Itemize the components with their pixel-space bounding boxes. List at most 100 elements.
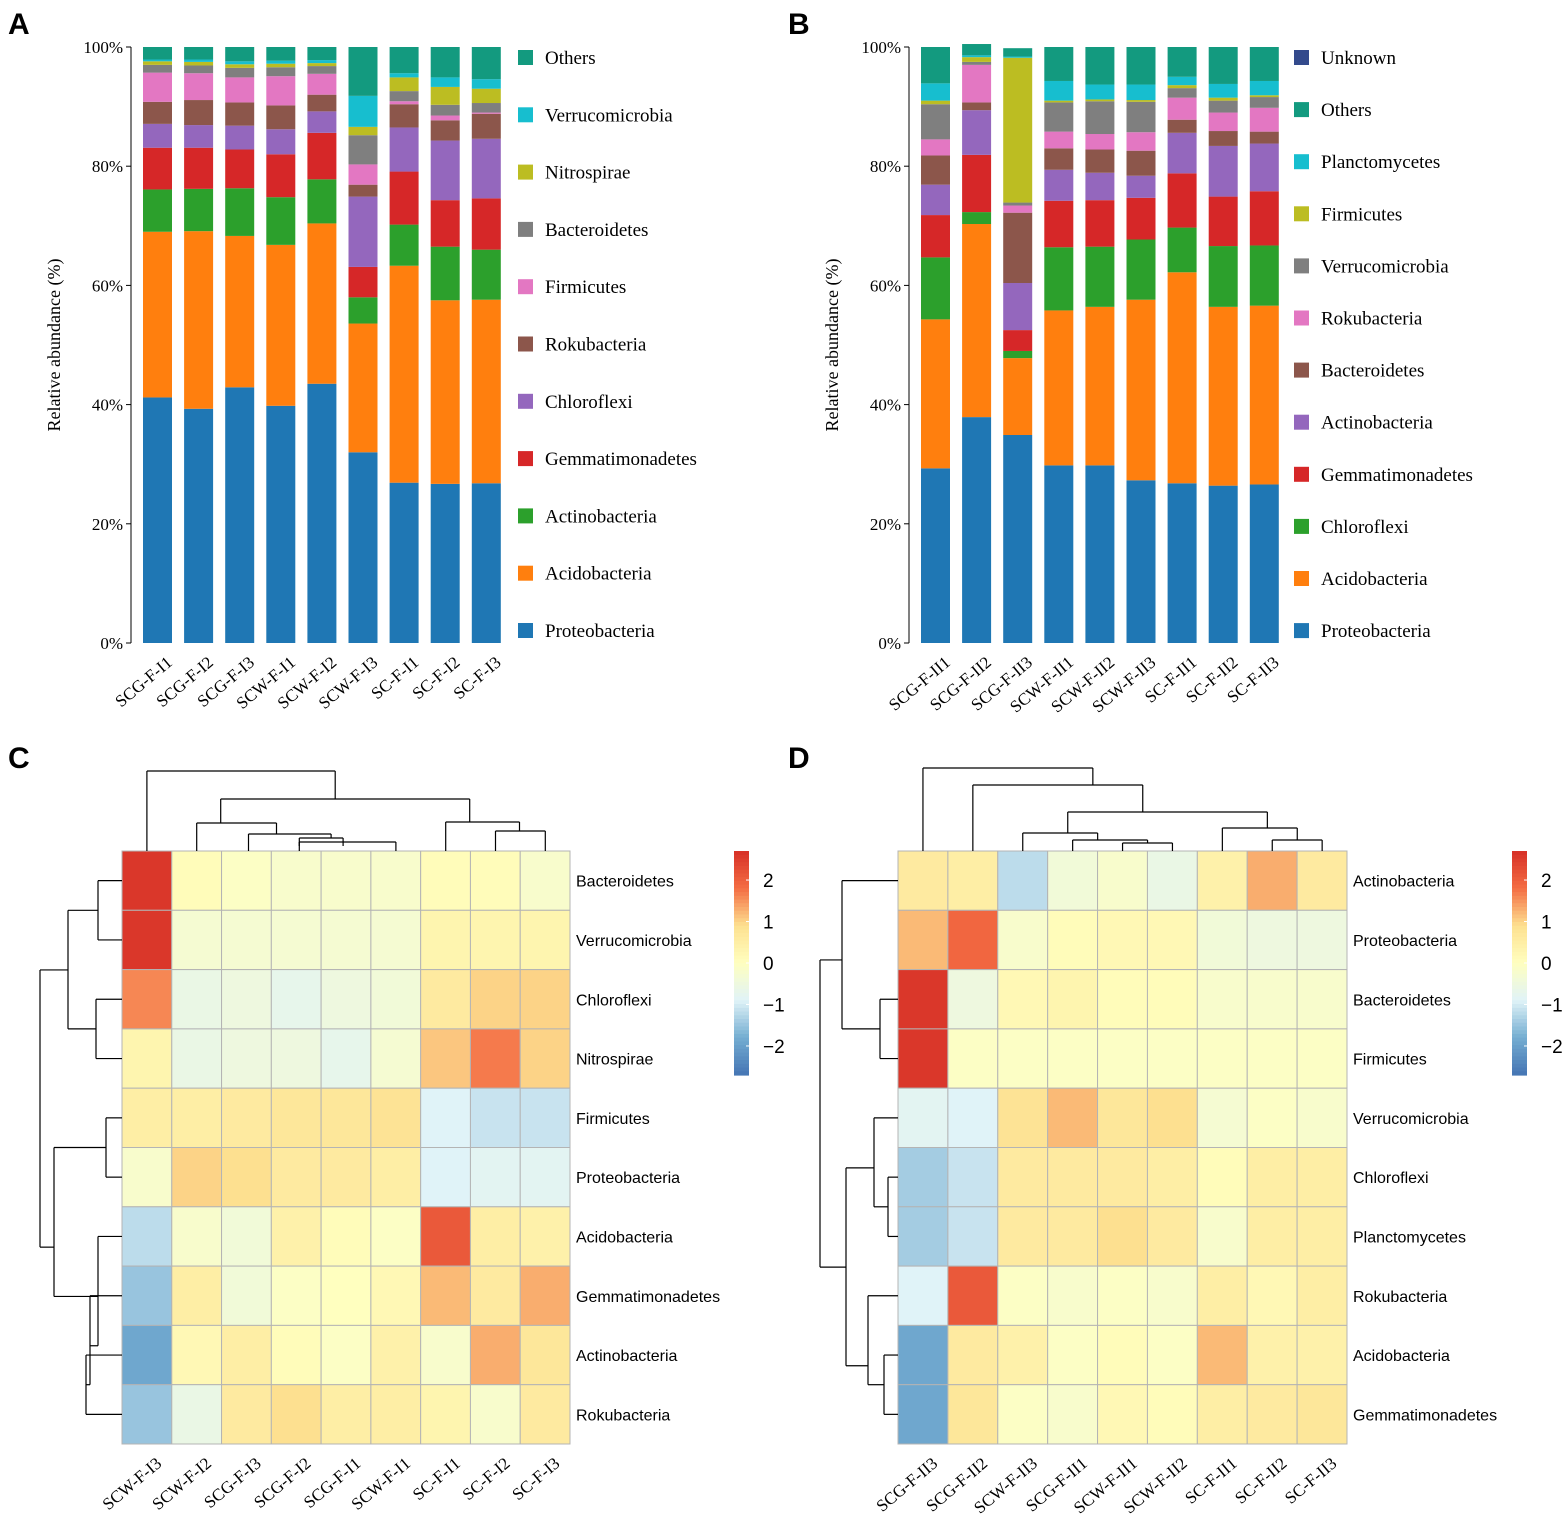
bar-segment-chloroflexi xyxy=(1126,239,1156,300)
heatmap-cell xyxy=(1196,1206,1248,1267)
row-label-planctomycetes: Planctomycetes xyxy=(1353,1229,1466,1246)
legend-label-actinobacteria: Actinobacteria xyxy=(545,506,657,527)
bar-segment-acidobacteria xyxy=(1249,305,1279,485)
legend-label-chloroflexi: Chloroflexi xyxy=(545,392,633,413)
bar-segment-actinobacteria xyxy=(1003,283,1033,331)
heatmap-cell xyxy=(370,1147,422,1208)
bar-segment-chloroflexi xyxy=(1249,245,1279,306)
legend-label-gemmatimonadetes: Gemmatimonadetes xyxy=(545,449,697,470)
heatmap-cell xyxy=(320,1147,372,1208)
heatmap-cell xyxy=(519,969,571,1030)
bar-segment-acidobacteria xyxy=(184,231,214,409)
heatmap-cell xyxy=(1296,1028,1348,1089)
heatmap-cell xyxy=(519,850,571,911)
bar-segment-others xyxy=(921,47,950,84)
heatmap-cell xyxy=(1296,1206,1348,1267)
legend-label-acidobacteria: Acidobacteria xyxy=(545,564,652,585)
color-scale-label: 0 xyxy=(1541,954,1552,975)
heatmap-d: Actinobacteria Proteobacteria Bacteroidete… xyxy=(819,767,1562,1517)
bar-segment-rokubacteria xyxy=(389,104,419,128)
color-scale-band xyxy=(1512,933,1527,938)
heatmap-cell xyxy=(1246,1147,1298,1208)
heatmap-cell xyxy=(519,1384,571,1445)
color-scale-band xyxy=(1512,974,1527,979)
color-scale-band xyxy=(734,873,749,878)
color-scale-band xyxy=(1512,873,1527,878)
column-label: SC-F-I3 xyxy=(508,1454,563,1504)
heatmap-cell xyxy=(270,1206,322,1267)
color-scale-label: −2 xyxy=(1541,1037,1562,1058)
bar-segment-gemmatimonadetes xyxy=(1003,330,1033,351)
color-scale-label: 2 xyxy=(763,871,774,892)
legend-swatch-unknown xyxy=(1294,50,1309,65)
y-tick-label: 60% xyxy=(92,276,123,295)
heatmap-cell xyxy=(121,1028,173,1089)
bar-segment-verrucomicrobia xyxy=(348,95,378,127)
legend-label-firmicutes: Firmicutes xyxy=(1321,204,1402,225)
heatmap-cell xyxy=(370,1206,422,1267)
legend-swatch-gemmatimonadetes xyxy=(1294,466,1309,482)
color-scale-band xyxy=(1512,959,1527,964)
bar-segment-acidobacteria xyxy=(921,319,950,469)
legend-swatch-proteobacteria xyxy=(518,623,533,638)
bar-segment-verrucomicrobia xyxy=(1126,101,1156,133)
bar-segment-proteobacteria xyxy=(184,408,214,643)
bar-segment-planctomycetes xyxy=(1208,83,1238,98)
heatmap-cell xyxy=(370,1324,422,1386)
row-label-bacteroidetes: Bacteroidetes xyxy=(576,874,674,891)
color-scale-band xyxy=(1512,1019,1527,1024)
legend-swatch-acidobacteria xyxy=(1294,571,1309,586)
color-scale-band xyxy=(734,1004,749,1009)
heatmap-cell xyxy=(221,1087,272,1148)
color-scale-band xyxy=(1512,862,1527,867)
color-scale-band xyxy=(1512,996,1527,1001)
heatmap-cell xyxy=(997,1087,1049,1148)
bar-segment-firmicutes xyxy=(266,76,296,106)
color-scale-band xyxy=(734,963,749,968)
bar-segment-chloroflexi xyxy=(307,111,337,133)
color-scale-band xyxy=(734,985,749,990)
heatmap-cell xyxy=(1196,850,1248,911)
row-label-proteobacteria: Proteobacteria xyxy=(576,1170,680,1187)
color-scale-band xyxy=(734,1037,749,1042)
heatmap-cell xyxy=(270,1028,322,1089)
color-scale-band xyxy=(734,899,749,904)
legend-swatch-acidobacteria xyxy=(518,565,533,581)
heatmap-cell xyxy=(1047,1265,1099,1326)
color-scale-band xyxy=(734,1067,749,1072)
color-scale-band xyxy=(734,877,749,882)
bar-segment-chloroflexi xyxy=(471,138,501,199)
color-scale-band xyxy=(734,854,749,860)
legend-label-gemmatimonadetes: Gemmatimonadetes xyxy=(1321,465,1473,486)
row-label-verrucomicrobia: Verrucomicrobia xyxy=(1353,1111,1469,1128)
column-label: SC-F-I2 xyxy=(459,1454,514,1504)
legend-label-firmicutes: Firmicutes xyxy=(545,277,626,298)
bar-segment-rokubacteria xyxy=(266,105,296,130)
color-scale-band xyxy=(734,981,749,986)
bar-segment-proteobacteria xyxy=(1126,480,1156,643)
bar-segment-firmicutes xyxy=(1208,97,1238,101)
bar-segment-chloroflexi xyxy=(1044,247,1074,311)
color-scale-band xyxy=(1512,869,1527,874)
heatmap-cell xyxy=(469,1087,521,1148)
heatmap-cell xyxy=(320,1384,372,1445)
color-scale-band xyxy=(734,851,749,856)
heatmap-cell xyxy=(270,1265,322,1326)
bar-segment-actinobacteria xyxy=(430,246,460,301)
bar-segment-chloroflexi xyxy=(1167,227,1197,273)
heatmap-cell xyxy=(270,1324,322,1386)
heatmap-cell xyxy=(171,1147,223,1208)
bar-segment-verrucomicrobia xyxy=(471,79,501,89)
bar-segment-others xyxy=(1044,47,1074,81)
bar-segment-proteobacteria xyxy=(1085,465,1115,643)
color-scale-band xyxy=(1512,925,1527,930)
bar-segment-rokubacteria xyxy=(307,94,337,112)
heatmap-cell xyxy=(1196,1324,1248,1386)
legend-label-planctomycetes: Planctomycetes xyxy=(1321,152,1440,173)
bar-segment-verrucomicrobia xyxy=(962,61,992,65)
stacked-bar-chart-b: 0% 20% 40% 60% 80% 100% Relative abundance (%)… xyxy=(822,38,1473,716)
color-scale-band xyxy=(734,858,749,863)
heatmap-cell xyxy=(320,1324,372,1386)
bar-segment-rokubacteria xyxy=(1126,132,1156,151)
bar-segment-acidobacteria xyxy=(225,235,255,388)
